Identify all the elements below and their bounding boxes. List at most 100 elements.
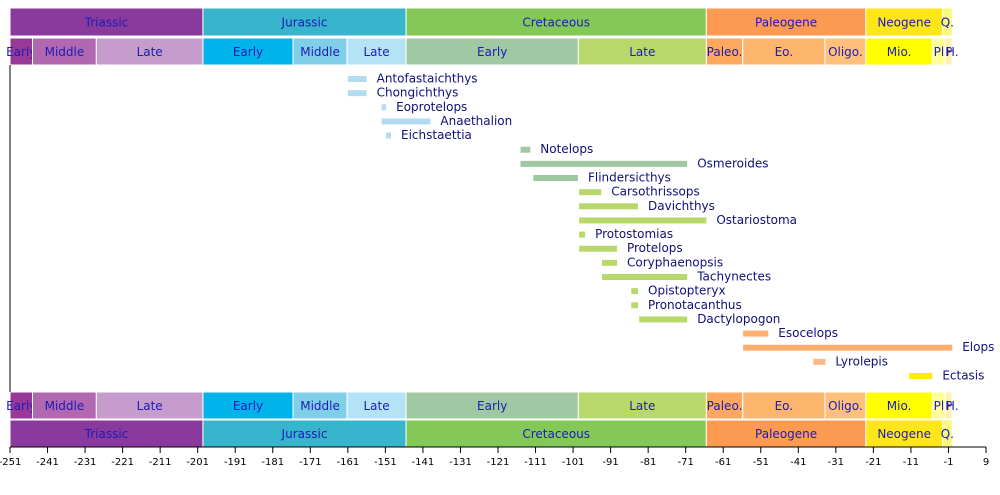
taxon-label: Osmeroides bbox=[697, 156, 768, 170]
x-tick-label: -51 bbox=[753, 457, 769, 468]
taxon-label: Ectasis bbox=[942, 369, 984, 383]
epoch bbox=[865, 37, 933, 66]
taxon-label: Flindersicthys bbox=[588, 171, 671, 185]
taxon-label: Chongichthys bbox=[377, 86, 459, 100]
epoch bbox=[705, 391, 744, 420]
epoch-label: Middle bbox=[45, 45, 85, 59]
period-label: Cretaceous bbox=[522, 16, 590, 30]
epoch bbox=[346, 37, 407, 66]
epoch-label: Early bbox=[6, 399, 36, 413]
taxon-label: Lyrolepis bbox=[835, 354, 888, 368]
x-tick-label: -81 bbox=[640, 457, 656, 468]
x-tick-label: -221 bbox=[111, 457, 134, 468]
taxon-bar bbox=[520, 160, 688, 167]
taxon-bar bbox=[381, 104, 387, 111]
taxon-label: Antofastaichthys bbox=[377, 72, 478, 86]
x-tick-label: -91 bbox=[602, 457, 618, 468]
x-tick-label: -71 bbox=[678, 457, 694, 468]
epoch-label: Oligo. bbox=[828, 45, 863, 59]
epoch-label: Paleo. bbox=[707, 399, 743, 413]
period-label: Triassic bbox=[84, 16, 129, 30]
taxon-bar bbox=[579, 245, 617, 252]
taxon-bar bbox=[813, 358, 826, 365]
period-label: Jurassic bbox=[281, 427, 328, 441]
period bbox=[941, 7, 953, 37]
taxon-label: Protelops bbox=[627, 241, 683, 255]
taxon-bar bbox=[579, 189, 602, 196]
x-tick-label: -111 bbox=[524, 457, 547, 468]
taxon-bar bbox=[381, 118, 431, 125]
taxon-bar bbox=[579, 217, 707, 224]
epoch bbox=[577, 391, 707, 420]
x-tick-label: -191 bbox=[224, 457, 247, 468]
taxon-label: Dactylopogon bbox=[697, 312, 780, 326]
epoch bbox=[951, 391, 954, 420]
period-label: Cretaceous bbox=[522, 427, 590, 441]
epoch-label: Late bbox=[629, 399, 655, 413]
x-tick-label: -181 bbox=[261, 457, 284, 468]
epoch-label: Early bbox=[233, 45, 263, 59]
epoch bbox=[405, 37, 579, 66]
x-tick-label: -11 bbox=[903, 457, 919, 468]
epoch-label: Late bbox=[363, 45, 389, 59]
period bbox=[202, 7, 407, 37]
period bbox=[405, 419, 707, 448]
epoch-label: Middle bbox=[300, 399, 340, 413]
taxon-bar bbox=[639, 316, 688, 323]
taxon-bar bbox=[909, 373, 933, 379]
epoch bbox=[865, 391, 933, 420]
epoch bbox=[824, 391, 867, 420]
period bbox=[202, 419, 407, 448]
taxon-bar bbox=[601, 259, 617, 266]
x-tick-label: -241 bbox=[36, 457, 59, 468]
epoch-label: Mio. bbox=[887, 399, 912, 413]
period-label: Triassic bbox=[84, 427, 129, 441]
taxon-label: Pronotacanthus bbox=[648, 298, 742, 312]
epoch bbox=[742, 391, 826, 420]
epoch-label: Middle bbox=[45, 399, 85, 413]
period bbox=[865, 7, 943, 37]
epoch-label: Late bbox=[363, 399, 389, 413]
taxon-bar bbox=[601, 274, 688, 280]
x-tick-label: -231 bbox=[74, 457, 97, 468]
x-tick-label: -21 bbox=[865, 457, 881, 468]
period-label: Neogene bbox=[877, 16, 931, 30]
x-tick-label: 9 bbox=[983, 457, 989, 468]
taxon-bar bbox=[579, 231, 586, 238]
x-tick-label: -151 bbox=[374, 457, 397, 468]
period-label: Q. bbox=[941, 16, 954, 30]
x-tick-label: -131 bbox=[449, 457, 472, 468]
epoch bbox=[95, 391, 204, 420]
epoch-label: Pl bbox=[934, 45, 945, 59]
taxon-bar bbox=[631, 288, 639, 295]
epoch bbox=[577, 37, 707, 66]
epoch-label: Pl bbox=[934, 399, 945, 413]
x-tick-label: -161 bbox=[336, 457, 359, 468]
epoch-label: Mio. bbox=[887, 45, 912, 59]
epoch bbox=[951, 37, 954, 66]
period bbox=[405, 7, 707, 37]
x-tick-label: -31 bbox=[828, 457, 844, 468]
period-label: Jurassic bbox=[281, 16, 328, 30]
taxon-bar bbox=[631, 302, 639, 309]
epoch bbox=[202, 391, 294, 420]
epoch-label: Early bbox=[477, 399, 507, 413]
epoch-label: P bbox=[945, 45, 952, 59]
x-tick-label: -61 bbox=[715, 457, 731, 468]
taxon-label: Coryphaenopsis bbox=[627, 255, 723, 269]
epoch-label: Paleo. bbox=[707, 45, 743, 59]
epoch-label: Late bbox=[137, 399, 163, 413]
taxon-label: Protostomias bbox=[595, 227, 673, 241]
epoch bbox=[32, 37, 97, 66]
epoch-label: Middle bbox=[300, 45, 340, 59]
x-tick-label: -171 bbox=[299, 457, 322, 468]
taxon-label: Anaethalion bbox=[440, 114, 512, 128]
taxon-label: Eoprotelops bbox=[396, 100, 467, 114]
taxon-label: Ostariostoma bbox=[716, 213, 797, 227]
taxon-bar bbox=[743, 344, 953, 351]
epoch-label: Eo. bbox=[775, 399, 794, 413]
epoch-label: H. bbox=[946, 45, 959, 59]
epoch bbox=[742, 37, 826, 66]
period bbox=[865, 419, 943, 448]
